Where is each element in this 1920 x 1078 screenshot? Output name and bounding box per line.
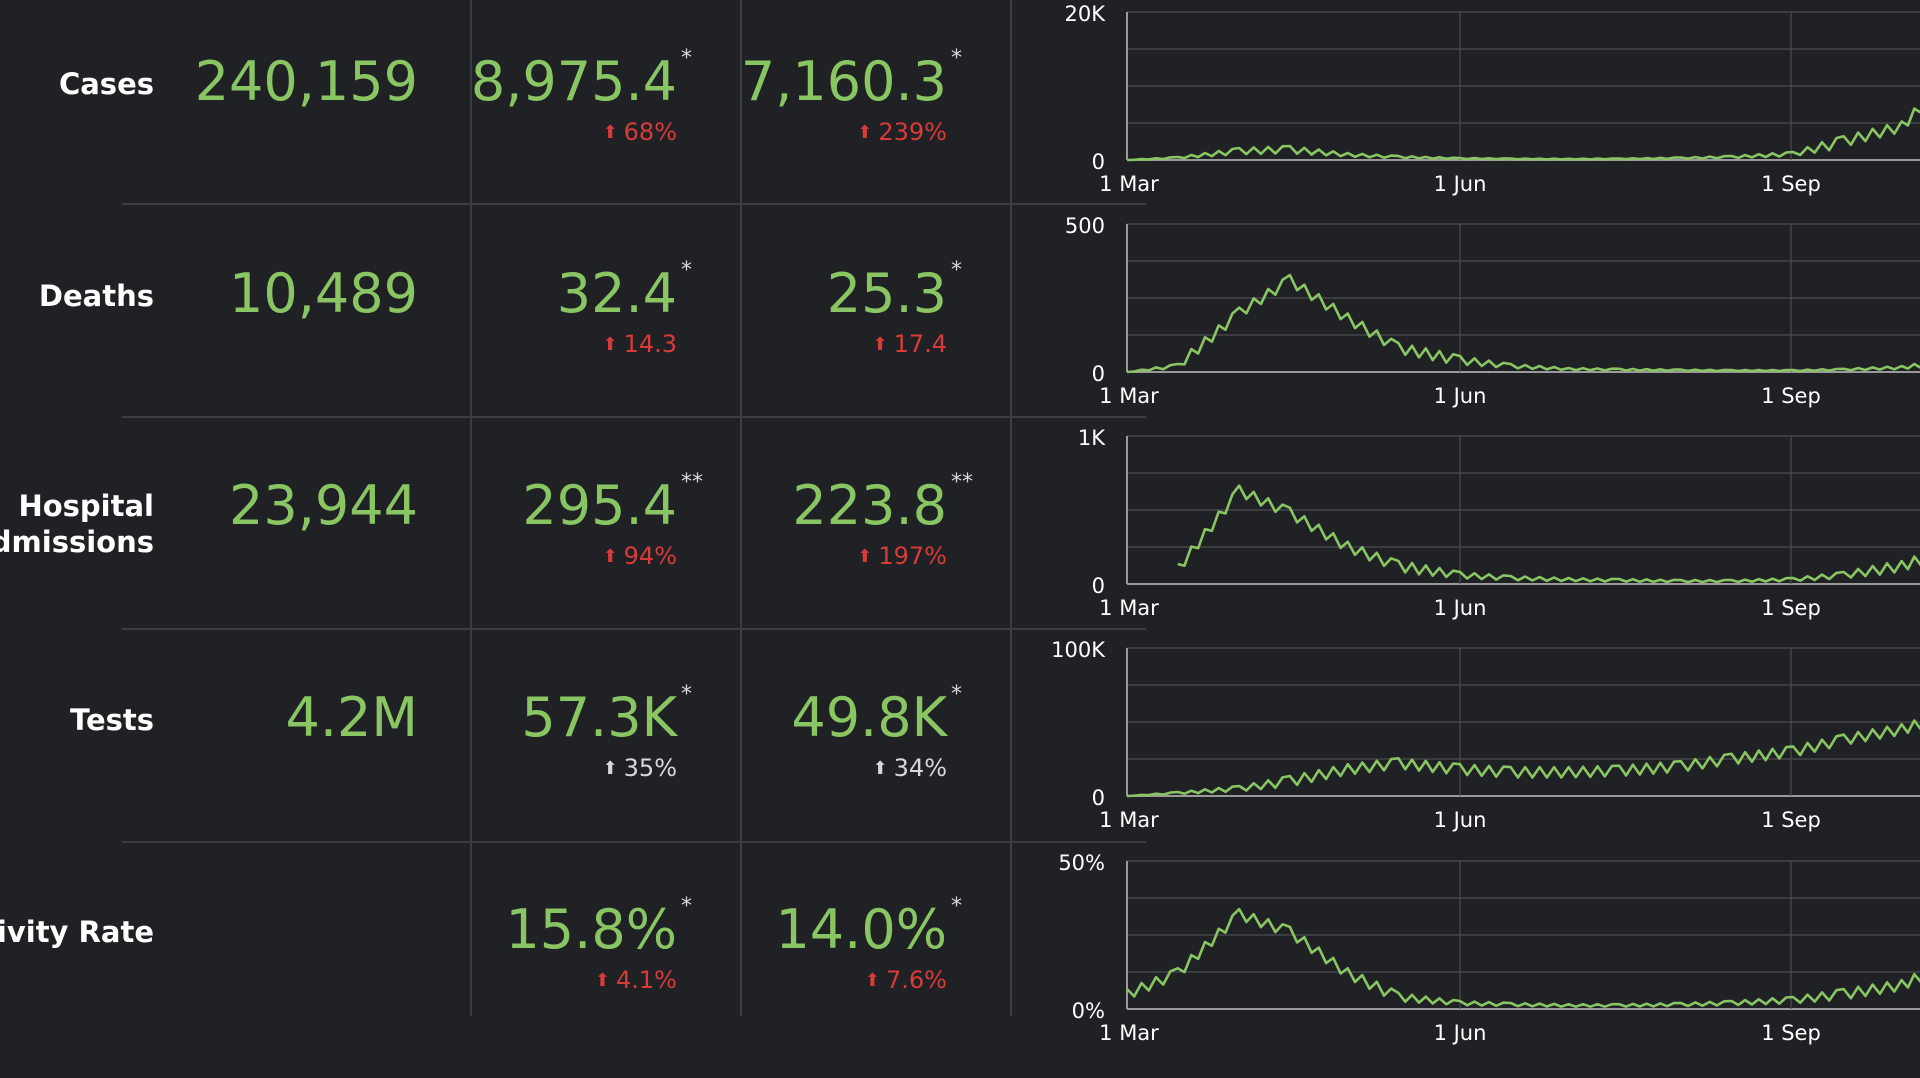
average-value-primary: 57.3K *: [521, 682, 692, 749]
change-text: 68%: [623, 118, 677, 146]
footnote-marker: *: [681, 682, 692, 707]
metric-row-cases: Cases 240,159 8,975.4 * ⬆ 68% 7,160.3 * ⬆ 23…: [0, 0, 1920, 212]
total-value: 23,944: [229, 474, 418, 537]
average-value-text: 14.0%: [775, 898, 947, 961]
total-value: 10,489: [229, 262, 418, 325]
column-divider: [470, 0, 472, 1016]
up-arrow-icon: ⬆: [864, 970, 881, 991]
metric-row-deaths: Deaths 10,489 32.4 * ⬆ 14.3 25.3 * ⬆ 17.4: [0, 212, 1920, 424]
up-arrow-icon: ⬆: [872, 758, 888, 779]
change-text: 35%: [623, 754, 677, 782]
change-indicator: ⬆ 68%: [603, 118, 677, 147]
average-value-text: 7,160.3: [740, 50, 947, 113]
average-value-text: 15.8%: [505, 898, 677, 961]
change-indicator: ⬆ 17.4: [872, 330, 947, 359]
footnote-marker: *: [951, 46, 962, 71]
average-value-primary: 295.4 **: [522, 470, 703, 537]
average-value-secondary: 14.0% *: [775, 894, 962, 961]
change-indicator: ⬆ 239%: [857, 118, 947, 147]
change-text: 239%: [878, 118, 947, 146]
average-value-secondary: 223.8 **: [792, 470, 973, 537]
change-indicator: ⬆ 7.6%: [865, 966, 947, 995]
total-value: 240,159: [194, 50, 418, 113]
change-text: 7.6%: [886, 966, 947, 994]
footnote-marker: **: [681, 470, 703, 495]
average-value-text: 25.3: [826, 262, 947, 325]
metric-row-hospital-admissions: Hospital Admissions 23,944 295.4** ⬆94% …: [0, 424, 1920, 636]
change-indicator: ⬆ 35%: [603, 754, 677, 783]
up-arrow-icon: ⬆: [602, 758, 618, 779]
average-value-text: 32.4: [556, 262, 677, 325]
average-value-text: 49.8K: [791, 686, 947, 749]
footnote-marker: *: [951, 258, 962, 283]
footnote-marker: *: [681, 258, 692, 283]
footnote-marker: *: [681, 46, 692, 71]
change-text: 4.1%: [616, 966, 677, 994]
row-divider: [122, 841, 1146, 843]
average-value-text: 57.3K: [521, 686, 677, 749]
up-arrow-icon: ⬆: [872, 334, 888, 355]
average-value-primary: 32.4 *: [556, 258, 692, 325]
row-label-line: Admissions: [0, 525, 154, 559]
average-value-secondary: 25.3 *: [826, 258, 962, 325]
change-text: 197%: [878, 542, 947, 570]
change-indicator: ⬆ 197%: [857, 542, 947, 571]
footnote-marker: **: [951, 470, 973, 495]
change-text: 17.4: [893, 330, 947, 358]
up-arrow-icon: ⬆: [594, 970, 611, 991]
up-arrow-icon: ⬆: [857, 122, 873, 143]
change-indicator: ⬆ 4.1%: [595, 966, 677, 995]
average-value-secondary: 7,160.3 *: [740, 46, 962, 113]
up-arrow-icon: ⬆: [602, 546, 618, 567]
column-divider: [740, 0, 742, 1016]
row-divider: [122, 416, 1146, 418]
average-value-primary: 15.8% *: [505, 894, 692, 961]
average-value-text: 295.4: [522, 474, 677, 537]
average-value-text: 8,975.4: [470, 50, 677, 113]
footnote-marker: *: [951, 682, 962, 707]
average-value-text: 223.8: [792, 474, 947, 537]
row-label: Positivity Rate: [0, 915, 154, 949]
change-text: 14.3: [623, 330, 677, 358]
footnote-marker: *: [681, 894, 692, 919]
change-indicator: ⬆ 14.3: [602, 330, 677, 359]
change-text: 34%: [893, 754, 947, 782]
change-indicator: ⬆ 34%: [873, 754, 947, 783]
row-label: Deaths: [38, 279, 154, 313]
footnote-marker: *: [951, 894, 962, 919]
row-label: Hospital Admissions: [0, 488, 154, 560]
metric-row-tests: Tests 4.2M 57.3K * ⬆ 35% 49.8K * ⬆ 34%: [0, 636, 1920, 848]
row-label: Tests: [70, 703, 154, 737]
up-arrow-icon: ⬆: [602, 334, 618, 355]
change-indicator: ⬆ 94%: [603, 542, 677, 571]
average-value-secondary: 49.8K *: [791, 682, 962, 749]
average-value-primary: 8,975.4 *: [470, 46, 692, 113]
column-divider: [1010, 0, 1012, 1016]
row-label: Cases: [58, 67, 154, 101]
row-label-line: Hospital: [18, 489, 154, 523]
up-arrow-icon: ⬆: [602, 122, 618, 143]
change-text: 94%: [623, 542, 677, 570]
row-divider: [122, 628, 1146, 630]
row-divider: [122, 203, 1146, 205]
total-value: 4.2M: [285, 686, 418, 749]
metric-row-positivity-rate: Positivity Rate 15.8%* ⬆4.1% 14.0%* ⬆7.6…: [0, 848, 1920, 1060]
up-arrow-icon: ⬆: [857, 546, 873, 567]
